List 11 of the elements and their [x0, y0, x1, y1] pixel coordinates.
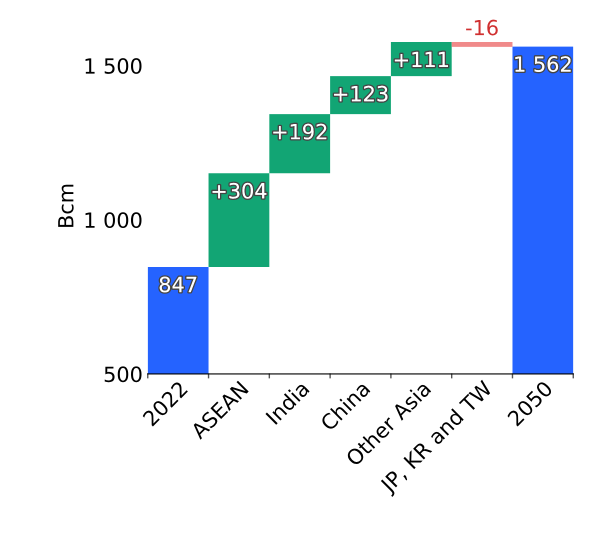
- y-tick-label: 1 000: [86, 212, 142, 228]
- y-tick-label: 500: [104, 366, 142, 382]
- data-label: 847: [160, 276, 196, 292]
- data-label: +192: [273, 124, 326, 140]
- data-label: +111: [394, 52, 448, 68]
- data-label: +304: [212, 182, 266, 199]
- data-label: -16: [466, 20, 498, 36]
- data-label: 1 562: [515, 56, 571, 72]
- data-label: +123: [334, 86, 388, 102]
- y-axis-title: Bcm: [58, 184, 74, 227]
- y-tick-label: 1 500: [86, 58, 142, 74]
